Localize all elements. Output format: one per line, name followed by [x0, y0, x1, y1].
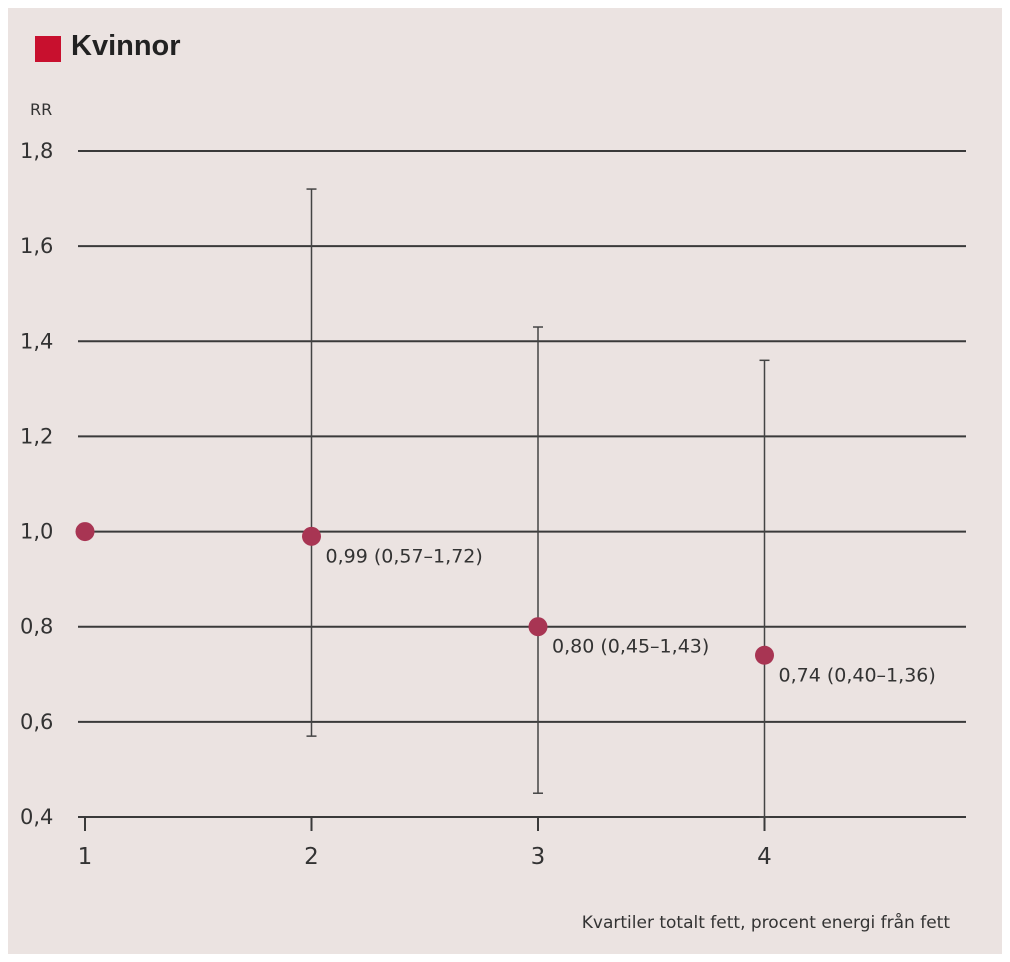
data-label: 0,99 (0,57–1,72) [326, 545, 483, 567]
y-tick-label: 1,0 [20, 520, 53, 544]
data-point [302, 526, 321, 546]
x-tick-label: 3 [531, 844, 546, 870]
chart-panel: 0,4 0,6 0,8 1,0 1,2 1,4 1,6 1,8 1 2 3 4 0,99 (0,57–1… [8, 8, 1002, 954]
y-tick-label: 0,4 [20, 805, 53, 829]
legend-label: Kvinnor [71, 30, 181, 62]
y-tick-label: 1,2 [20, 424, 53, 448]
chart-svg: 0,4 0,6 0,8 1,0 1,2 1,4 1,6 1,8 1 2 3 4 0,99 (0,57–1… [20, 139, 966, 870]
x-tick-label: 2 [304, 844, 319, 870]
y-axis-label: RR [30, 100, 53, 119]
x-tick-label: 4 [757, 844, 772, 870]
x-tick-label: 1 [78, 844, 93, 870]
y-tick-label: 0,6 [20, 710, 53, 734]
legend-swatch [35, 36, 61, 62]
x-axis-label: Kvartiler totalt fett, procent energi fr… [581, 913, 950, 933]
data-label: 0,80 (0,45–1,43) [552, 636, 709, 658]
data-point [528, 617, 548, 637]
data-point [75, 522, 95, 542]
data-label: 0,74 (0,40–1,36) [779, 664, 936, 686]
y-tick-label: 1,6 [20, 234, 53, 258]
y-tick-label: 1,4 [20, 329, 53, 353]
y-tick-label: 1,8 [20, 139, 53, 163]
data-point [755, 645, 774, 665]
y-tick-label: 0,8 [20, 615, 53, 639]
